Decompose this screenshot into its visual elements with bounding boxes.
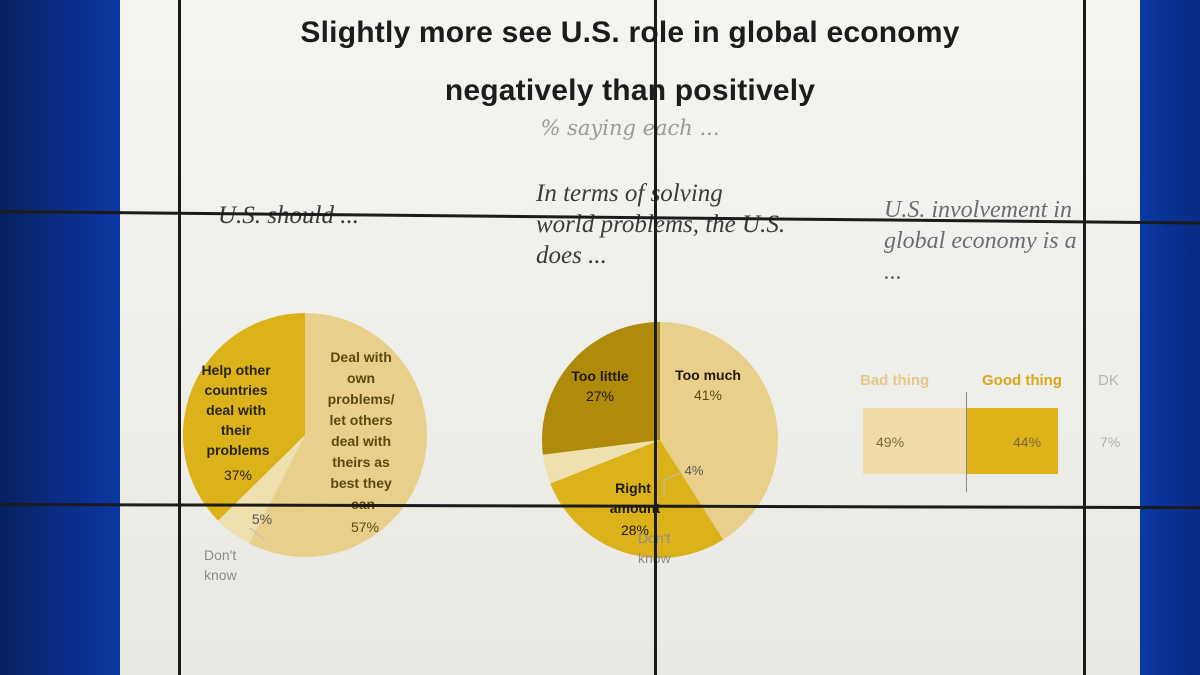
pie1-label-deal-l4: let others bbox=[330, 412, 393, 428]
pie2-slice-right-amount bbox=[550, 440, 724, 558]
pie1-value-help: 37% bbox=[224, 467, 252, 483]
pie1-label-help-l3: deal with bbox=[206, 402, 266, 418]
pie1-label-deal-l5: deal with bbox=[331, 433, 391, 449]
pie1-label-deal-l1: Deal with bbox=[330, 349, 391, 365]
pie2-value-too-much: 41% bbox=[694, 387, 722, 403]
pie2-slice-dont-know bbox=[542, 440, 660, 484]
pie2-value-too-little: 27% bbox=[586, 388, 614, 404]
pie1-value-deal: 57% bbox=[351, 519, 379, 535]
pie2-label-right-l1: Right bbox=[615, 480, 651, 496]
bezel-vertical-right bbox=[1083, 0, 1086, 675]
bar-zero-axis bbox=[966, 392, 967, 492]
slide-title-line-2: negatively than positively bbox=[444, 74, 816, 107]
bar-segment-bad bbox=[863, 408, 966, 474]
pie2-label-too-little: Too little bbox=[571, 368, 628, 384]
bar-value-dk: 7% bbox=[1100, 434, 1121, 450]
pie1-label-deal-l7: best they bbox=[330, 475, 392, 491]
bar-segment-good bbox=[965, 408, 1059, 474]
bezel-vertical-left bbox=[178, 0, 181, 675]
chart1-pie: Help other countries deal with their pro… bbox=[182, 313, 427, 583]
bar-value-good: 44% bbox=[1013, 434, 1042, 450]
pie2-slice-too-much bbox=[660, 322, 779, 540]
pie1-label-help-l1: Help other bbox=[201, 362, 271, 378]
pie1-label-dk-l2: know bbox=[204, 567, 238, 583]
slide-title-line-1: Slightly more see U.S. role in global ec… bbox=[300, 16, 960, 49]
bar-value-bad: 49% bbox=[876, 434, 905, 450]
chart3-title: U.S. involvement in global economy is a … bbox=[884, 197, 1077, 285]
pie1-slice-dont-know bbox=[218, 435, 305, 544]
pie1-label-deal-l2: own bbox=[347, 370, 375, 386]
pie1-label-help-l4: their bbox=[221, 422, 252, 438]
pie1-label-help-l2: countries bbox=[205, 382, 268, 398]
pie2-label-too-much: Too much bbox=[675, 367, 741, 383]
chart2-title: In terms of solving world problems, the … bbox=[536, 180, 786, 269]
pie2-value-dk: 4% bbox=[685, 463, 704, 478]
pie2-slice-too-little bbox=[541, 322, 660, 455]
bar-header-dk: DK bbox=[1098, 372, 1119, 389]
pie1-label-deal-l6: theirs as bbox=[332, 454, 390, 470]
pie1-slice-deal-with-own bbox=[249, 313, 427, 557]
slide-screen: Slightly more see U.S. role in global ec… bbox=[120, 0, 1140, 675]
pie2-value-right: 28% bbox=[621, 522, 649, 538]
pie1-label-help-l5: problems bbox=[206, 442, 269, 458]
pie1-label-deal-l3: problems/ bbox=[328, 391, 395, 407]
background-wall-left bbox=[0, 0, 125, 675]
slide-subtitle: % saying each ... bbox=[540, 116, 720, 140]
svg-text:Don't know: Don't know bbox=[204, 547, 240, 583]
bar-header-bad: Bad thing bbox=[860, 372, 930, 389]
pie1-label-dk-l1: Don't bbox=[204, 547, 236, 563]
background-wall-right bbox=[1135, 0, 1200, 675]
pie1-value-dk: 5% bbox=[252, 511, 272, 527]
pie2-label-right-l2: amount bbox=[610, 500, 661, 516]
pie1-slice-help-others bbox=[182, 313, 305, 521]
svg-text:Deal with own prob: Deal with own problems/ let others deal … bbox=[328, 349, 399, 512]
bezel-vertical-middle bbox=[654, 0, 657, 675]
bar-header-good: Good thing bbox=[982, 372, 1062, 389]
chart2-pie: Too little 27% Too much 41% Right amount… bbox=[541, 322, 779, 566]
svg-text:Help other countries: Help other countries deal with their pro… bbox=[201, 362, 274, 458]
